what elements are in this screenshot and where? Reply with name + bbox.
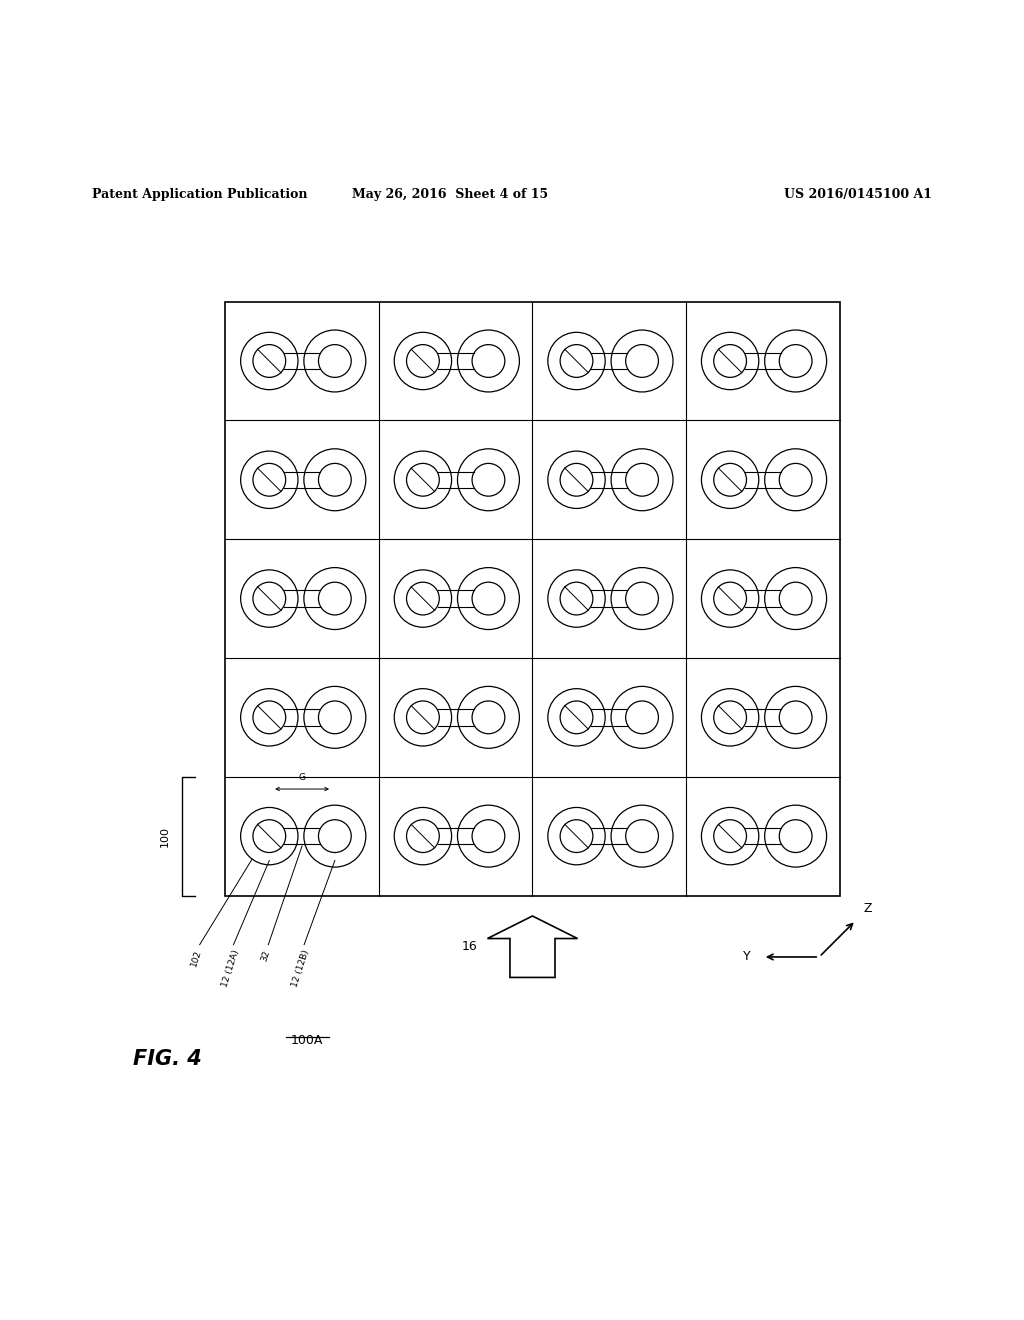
Text: 16: 16 bbox=[462, 940, 477, 953]
Bar bbox=[225, 301, 840, 895]
Text: May 26, 2016  Sheet 4 of 15: May 26, 2016 Sheet 4 of 15 bbox=[352, 187, 549, 201]
Text: 12 (12B): 12 (12B) bbox=[291, 949, 311, 989]
Text: Y: Y bbox=[743, 950, 751, 964]
Text: US 2016/0145100 A1: US 2016/0145100 A1 bbox=[783, 187, 932, 201]
Text: 102: 102 bbox=[189, 949, 204, 968]
Text: 100: 100 bbox=[160, 825, 170, 846]
Text: FIG. 4: FIG. 4 bbox=[133, 1049, 202, 1069]
Text: Z: Z bbox=[864, 903, 872, 915]
Text: 32: 32 bbox=[259, 949, 271, 962]
Text: 100A: 100A bbox=[291, 1034, 324, 1047]
Text: G: G bbox=[299, 772, 305, 781]
Text: Patent Application Publication: Patent Application Publication bbox=[92, 187, 307, 201]
Text: 12 (12A): 12 (12A) bbox=[220, 949, 241, 989]
